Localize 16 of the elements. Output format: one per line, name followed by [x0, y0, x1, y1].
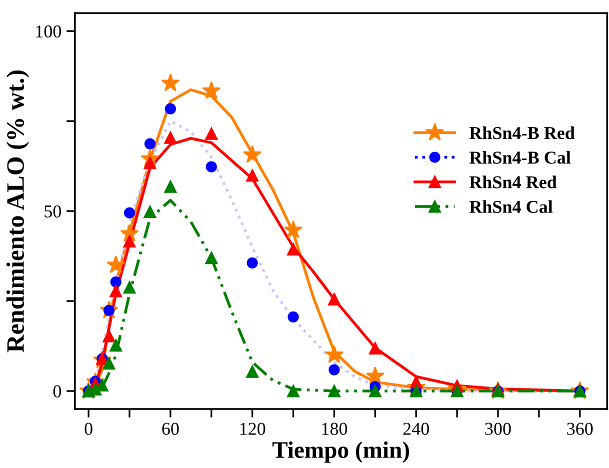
x-tick-label: 180 [322, 422, 348, 435]
x-tick-label: 300 [485, 422, 511, 435]
legend-label: RhSn4-B Cal [469, 151, 571, 164]
y-tick-label: 50 [44, 205, 62, 218]
legend-label: RhSn4 Cal [469, 200, 553, 213]
x-tick-label: 120 [240, 422, 266, 435]
x-tick-label: 0 [84, 422, 92, 435]
x-tick-label: 240 [403, 422, 429, 435]
x-axis-title: Tiempo (min) [272, 441, 409, 463]
y-tick-label: 0 [53, 385, 62, 398]
legend-label: RhSn4-B Red [469, 126, 575, 140]
legend-label: RhSn4 Red [469, 176, 557, 188]
y-tick-label: 100 [36, 25, 62, 38]
y-axis-title: Rendimiento ALO (% wt.) [6, 70, 30, 352]
x-tick-label: 360 [567, 422, 593, 435]
x-tick-label: 60 [162, 422, 179, 435]
